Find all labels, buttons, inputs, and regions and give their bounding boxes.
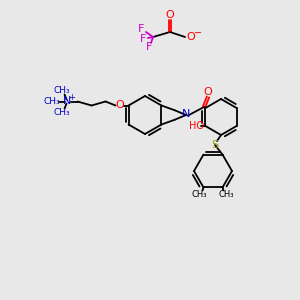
Text: CH₃: CH₃ [192, 190, 207, 199]
Text: F: F [146, 42, 152, 52]
Text: CH₃: CH₃ [219, 190, 234, 199]
Text: CH₃: CH₃ [53, 108, 70, 117]
Text: S: S [212, 140, 219, 150]
Text: CH₃: CH₃ [53, 86, 70, 95]
Text: F: F [140, 34, 146, 44]
Text: O: O [204, 87, 212, 97]
Text: N: N [63, 97, 72, 106]
Text: HO: HO [189, 121, 204, 131]
Text: +: + [68, 93, 75, 102]
Text: −: − [194, 28, 202, 38]
Text: O: O [187, 32, 195, 42]
Text: CH₃: CH₃ [43, 97, 60, 106]
Text: N: N [182, 109, 190, 119]
Text: O: O [166, 10, 174, 20]
Text: O: O [115, 100, 124, 110]
Text: F: F [138, 24, 144, 34]
